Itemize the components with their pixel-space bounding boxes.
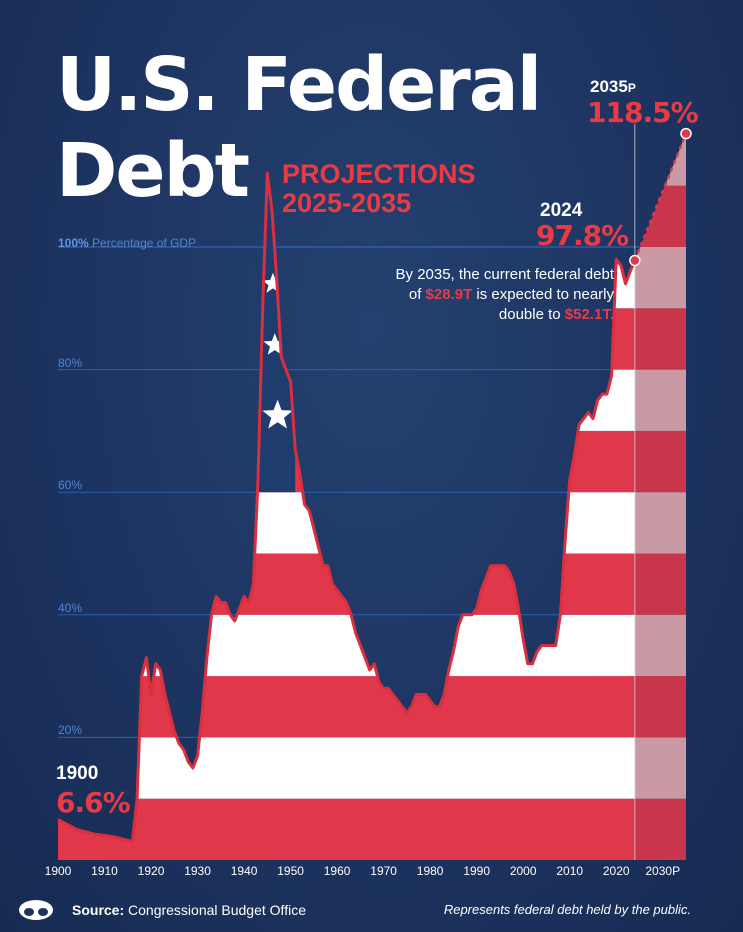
grid-label-100-text: Percentage of GDP xyxy=(92,236,197,250)
point-2035 xyxy=(680,127,692,140)
footer: Source: Congressional Budget Office Repr… xyxy=(0,888,743,932)
callout-1900-year: 1900 xyxy=(56,763,99,784)
x-tick-label: 1940 xyxy=(231,864,258,878)
note-highlight-projected: $52.1T. xyxy=(564,305,614,323)
note-text-1: By 2035, the current federal debt of xyxy=(395,266,614,303)
x-axis-ticks: 1900 1910 1920 1930 1940 1950 1960 1970 1980 1990… xyxy=(45,864,680,878)
source-text: Source: Congressional Budget Office xyxy=(72,902,306,918)
projection-series-line xyxy=(633,133,688,261)
y-tick-label: 80% xyxy=(58,355,83,370)
x-tick-label: 1920 xyxy=(138,864,165,878)
subtitle-line-2: 2025-2035 xyxy=(282,188,412,218)
callout-2035-value: 118.5% xyxy=(587,96,699,129)
projection-note: By 2035, the current federal debt of $28… xyxy=(392,265,614,325)
x-tick-label: 2000 xyxy=(510,864,537,878)
x-tick-label: 1930 xyxy=(184,864,211,878)
publisher-logo-icon xyxy=(19,900,53,920)
x-tick-label: 2020 xyxy=(603,864,630,878)
y-tick-label: 40% xyxy=(58,600,83,615)
source-value: Congressional Budget Office xyxy=(128,902,306,918)
callout-2024-year: 2024 xyxy=(540,200,583,221)
grid-label-100: 100% Percentage of GDP xyxy=(58,236,196,250)
note-text-2: is expected to nearly double to xyxy=(472,285,614,323)
source-label: Source: xyxy=(72,902,125,918)
x-tick-label: 1980 xyxy=(417,864,444,878)
x-tick-label: 1950 xyxy=(277,864,304,878)
y-tick-label: 60% xyxy=(58,478,83,493)
callout-2035-suffix: P xyxy=(627,81,636,95)
callout-1900-value: 6.6% xyxy=(56,786,131,819)
title-line-2: Debt xyxy=(56,128,250,214)
callout-2035-year-text: 2035 xyxy=(590,77,628,96)
point-2024 xyxy=(629,254,641,267)
callout-2024-value: 97.8% xyxy=(536,219,629,252)
subtitle-line-1: PROJECTIONS xyxy=(282,159,476,189)
title-line-1: U.S. Federal xyxy=(56,42,542,128)
x-tick-label: 2030P xyxy=(645,864,680,878)
historical-series-line xyxy=(57,171,637,844)
callout-2035-year: 2035P xyxy=(590,77,636,97)
y-tick-label: 20% xyxy=(58,723,83,738)
disclaimer: Represents federal debt held by the publ… xyxy=(443,902,691,917)
note-highlight-current: $28.9T xyxy=(425,285,473,303)
x-tick-label: 1970 xyxy=(370,864,397,878)
x-tick-label: 2010 xyxy=(556,864,583,878)
x-tick-label: 1990 xyxy=(463,864,490,878)
x-tick-label: 1910 xyxy=(91,864,118,878)
x-tick-label: 1960 xyxy=(324,864,351,878)
grid-label-100-value: 100% xyxy=(58,236,89,250)
projection-area xyxy=(634,133,686,860)
x-tick-label: 1900 xyxy=(45,864,72,878)
